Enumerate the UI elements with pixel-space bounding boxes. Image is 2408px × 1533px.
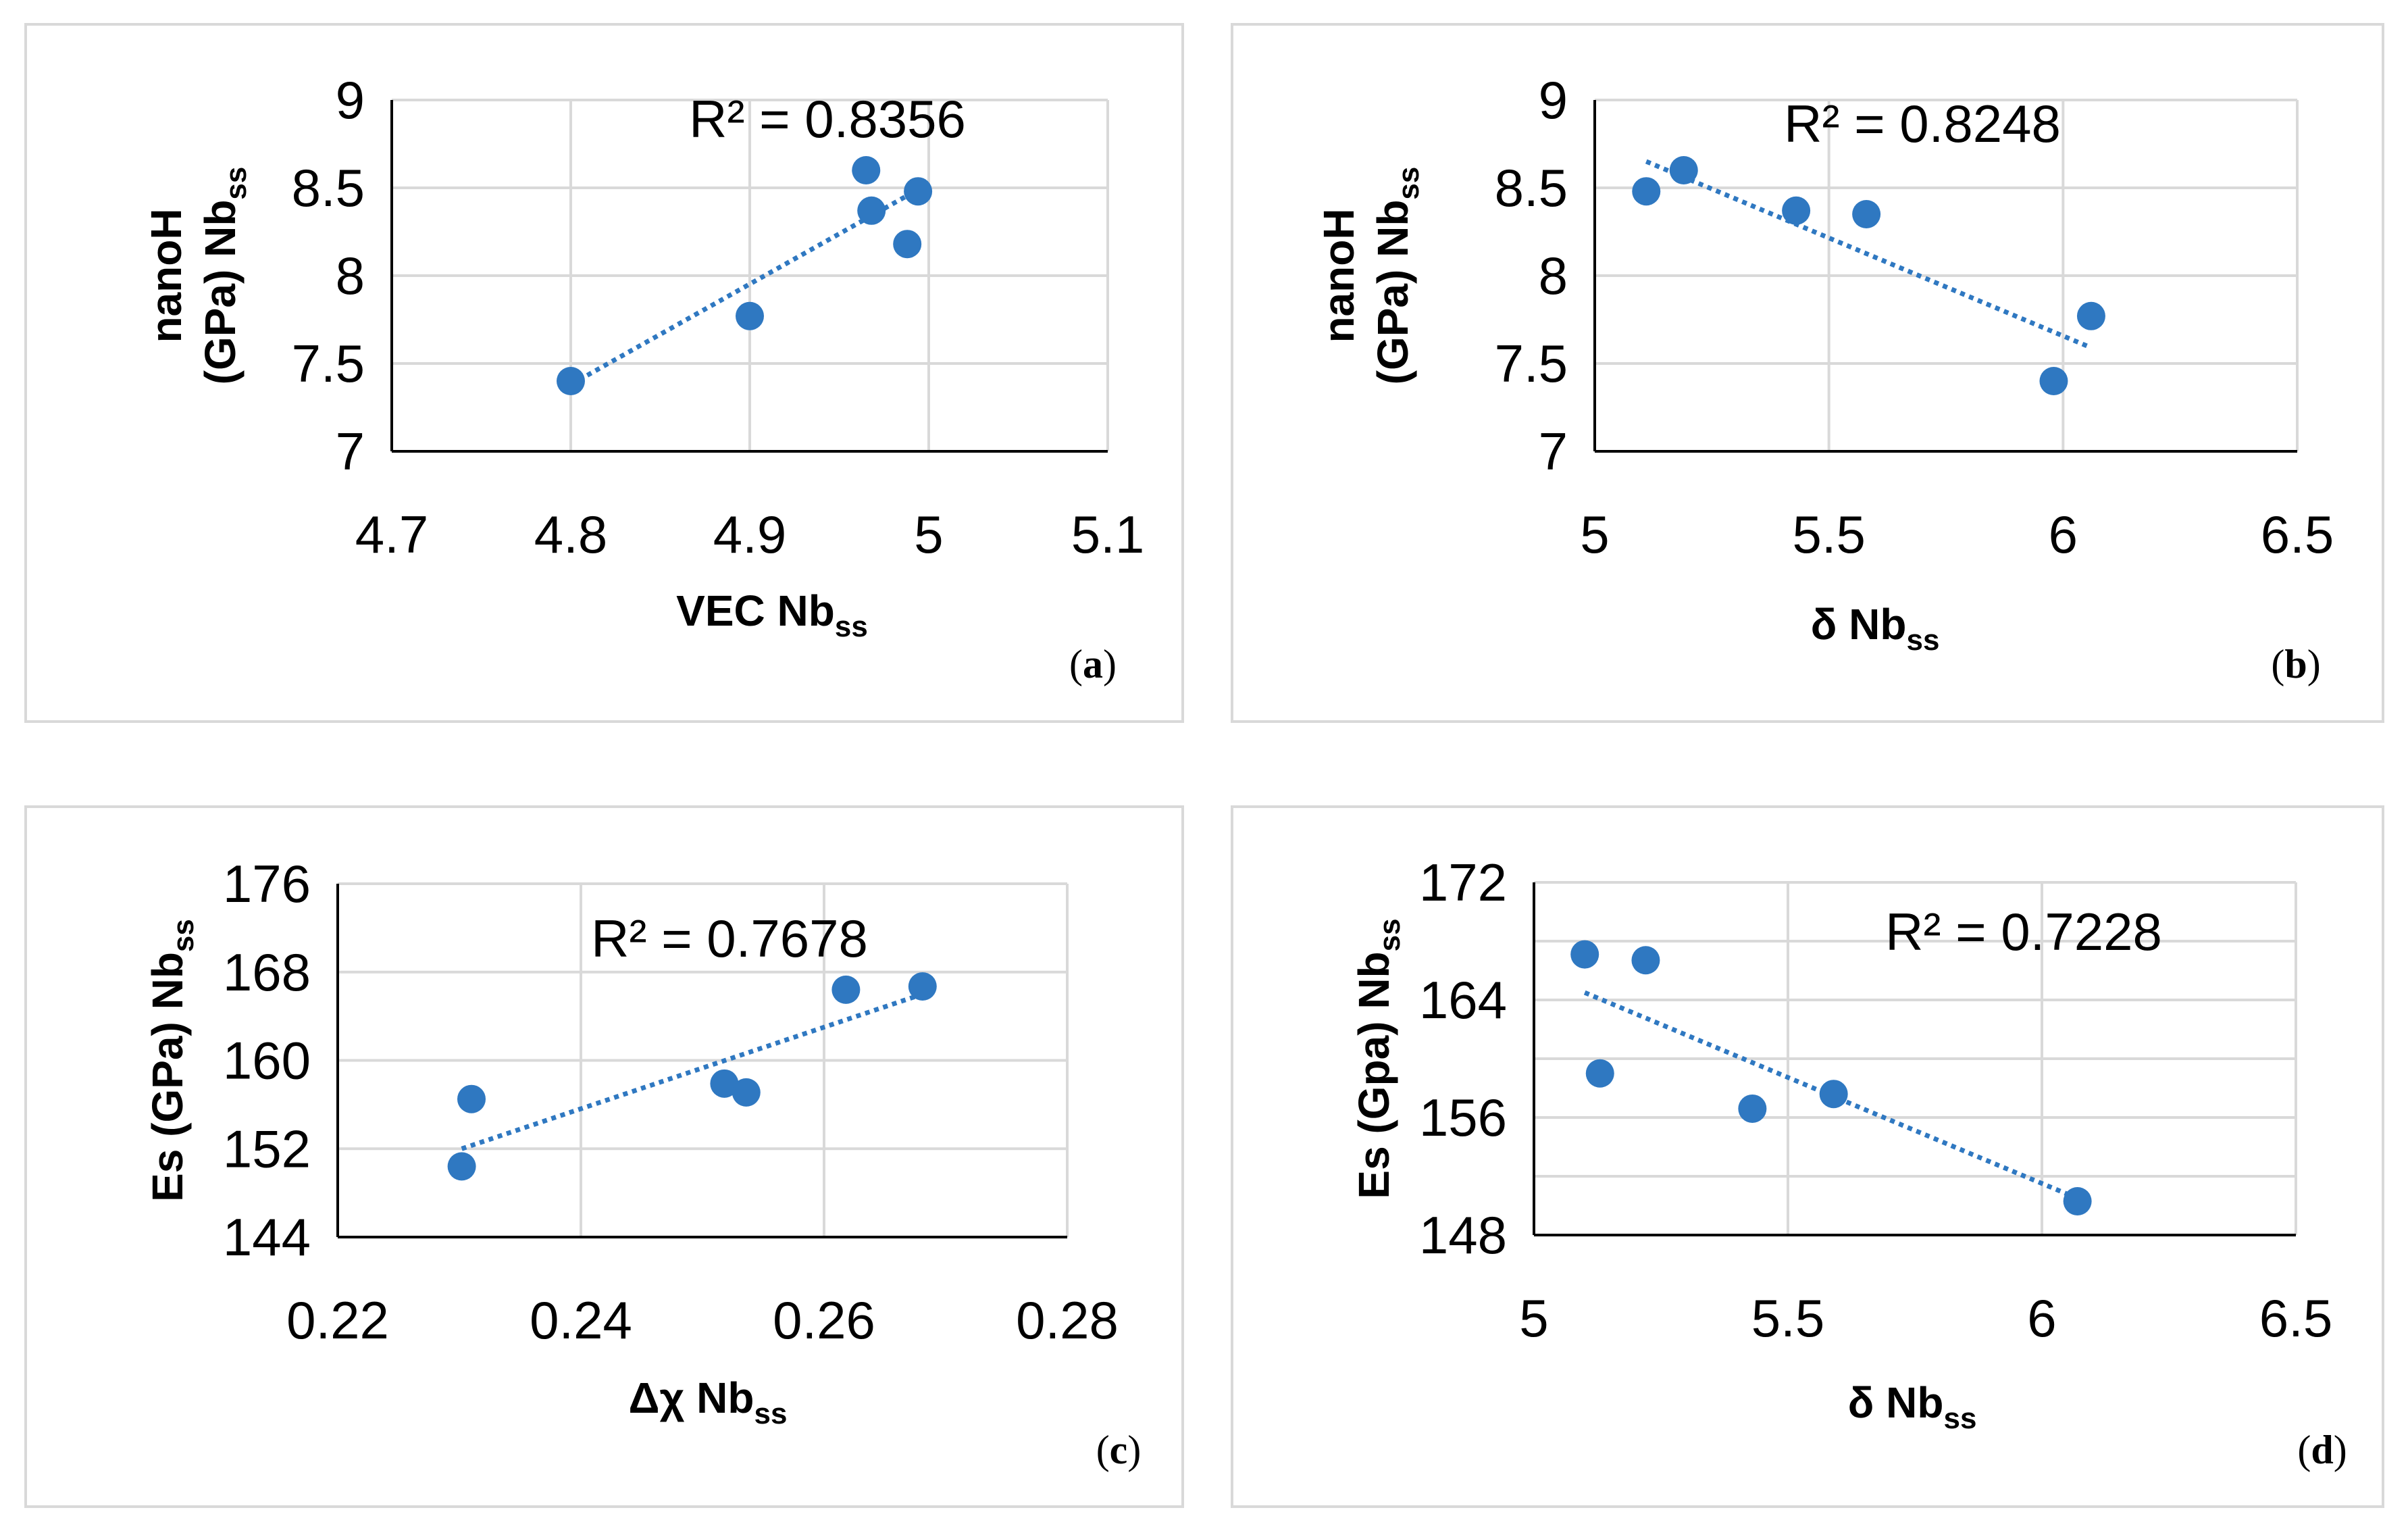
x-tick-label: 6.5 bbox=[2261, 505, 2334, 564]
y-tick-label: 7.5 bbox=[292, 334, 365, 393]
x-tick-label: 5.1 bbox=[1071, 505, 1144, 564]
chart-d-svg: 148 156 164 172 5 5.5 6 6.5 R² = 0.7228 δ Nbss Es … bbox=[1350, 853, 2347, 1472]
panel-tag: (c) bbox=[1096, 1428, 1142, 1472]
y-tick-label: 8.5 bbox=[1495, 158, 1568, 218]
x-tick-label: 6 bbox=[2027, 1288, 2056, 1348]
x-tick-label: 5 bbox=[1580, 505, 1609, 564]
x-axis-title: VEC Nbss bbox=[676, 586, 868, 643]
trendline bbox=[461, 992, 923, 1151]
data-point bbox=[447, 1152, 476, 1181]
x-axis-title: δ Nbss bbox=[1811, 600, 1940, 657]
data-point bbox=[732, 1078, 761, 1107]
data-point bbox=[2039, 367, 2068, 395]
x-tick-label: 5.5 bbox=[1792, 505, 1865, 564]
y-axis-title-line1: nanoH bbox=[1314, 208, 1363, 343]
y-tick-label: 148 bbox=[1419, 1205, 1507, 1265]
data-point bbox=[1669, 156, 1698, 184]
y-tick-label: 7 bbox=[1539, 422, 1568, 481]
x-tick-label: 0.26 bbox=[773, 1290, 875, 1350]
panel-b: 7 7.5 8 8.5 9 5 5.5 6 6.5 R² = 0.8248 δ Nbss nanoH(… bbox=[1231, 23, 2384, 723]
x-tick-label: 5 bbox=[1519, 1288, 1548, 1348]
y-tick-label: 176 bbox=[223, 854, 311, 913]
data-point bbox=[904, 177, 933, 206]
r-squared-label: R² = 0.7228 bbox=[1885, 902, 2162, 961]
data-point bbox=[710, 1069, 739, 1098]
data-point bbox=[1852, 200, 1881, 228]
panel-c: 144 152 160 168 176 0.22 0.24 0.26 0.28 R² = 0.76… bbox=[24, 805, 1184, 1508]
panel-d: 148 156 164 172 5 5.5 6 6.5 R² = 0.7228 δ Nbss Es … bbox=[1231, 805, 2384, 1508]
data-point bbox=[1631, 946, 1660, 975]
y-tick-label: 8.5 bbox=[292, 158, 365, 218]
data-point bbox=[1819, 1080, 1848, 1109]
data-point bbox=[557, 367, 585, 395]
data-point bbox=[2076, 301, 2105, 330]
data-point bbox=[2063, 1186, 2092, 1215]
data-point bbox=[857, 196, 886, 225]
data-point bbox=[736, 301, 764, 330]
chart-c-svg: 144 152 160 168 176 0.22 0.24 0.26 0.28 R² = 0.76… bbox=[143, 854, 1142, 1472]
y-axis-title-line2: (GPa) Nbss bbox=[196, 167, 253, 385]
y-axis-title-line2: (GPa) Nbss bbox=[1368, 167, 1425, 385]
data-point bbox=[908, 972, 937, 1001]
y-tick-label: 7.5 bbox=[1495, 334, 1568, 393]
y-tick-label: 8 bbox=[1539, 246, 1568, 305]
x-tick-label: 0.22 bbox=[286, 1290, 389, 1350]
trendline bbox=[1645, 159, 2093, 350]
x-tick-label: 4.8 bbox=[534, 505, 607, 564]
y-tick-label: 172 bbox=[1419, 853, 1507, 912]
data-point bbox=[1738, 1094, 1767, 1123]
x-tick-label: 5 bbox=[914, 505, 943, 564]
data-point bbox=[457, 1084, 486, 1113]
y-axis-title: Es (Gpa) Nbss bbox=[1350, 918, 1406, 1199]
y-tick-label: 160 bbox=[223, 1031, 311, 1090]
y-tick-label: 7 bbox=[336, 422, 365, 481]
panel-tag: (a) bbox=[1069, 642, 1117, 686]
r-squared-label: R² = 0.8248 bbox=[1784, 94, 2061, 153]
panel-tag: (d) bbox=[2297, 1428, 2347, 1472]
data-point bbox=[1782, 196, 1811, 225]
y-tick-label: 156 bbox=[1419, 1088, 1507, 1147]
y-tick-label: 144 bbox=[223, 1207, 311, 1267]
trendline bbox=[569, 187, 919, 387]
x-axis-title: δ Nbss bbox=[1848, 1378, 1977, 1435]
panel-tag: (b) bbox=[2271, 642, 2320, 686]
data-point bbox=[1632, 177, 1661, 206]
panel-a: 7 7.5 8 8.5 9 4.7 4.8 4.9 5 5.1 R² = 0.8356 VEC Nbs… bbox=[24, 23, 1184, 723]
r-squared-label: R² = 0.7678 bbox=[591, 909, 868, 968]
x-axis-title: Δχ Nbss bbox=[629, 1374, 788, 1430]
y-tick-label: 152 bbox=[223, 1119, 311, 1178]
r-squared-label: R² = 0.8356 bbox=[689, 89, 966, 149]
x-tick-label: 5.5 bbox=[1751, 1288, 1824, 1348]
data-point bbox=[852, 156, 881, 184]
x-tick-label: 0.28 bbox=[1016, 1290, 1119, 1350]
data-point bbox=[831, 975, 861, 1004]
data-point bbox=[1585, 1059, 1614, 1088]
y-tick-label: 168 bbox=[223, 943, 311, 1002]
x-tick-label: 4.7 bbox=[355, 505, 428, 564]
y-tick-label: 9 bbox=[336, 70, 365, 130]
y-axis-title-line1: nanoH bbox=[142, 208, 190, 343]
data-point bbox=[893, 230, 922, 259]
y-axis-title: Es (GPa) Nbss bbox=[143, 919, 200, 1202]
x-tick-label: 6 bbox=[2049, 505, 2078, 564]
x-tick-label: 4.9 bbox=[713, 505, 786, 564]
chart-a-svg: 7 7.5 8 8.5 9 4.7 4.8 4.9 5 5.1 R² = 0.8356 VEC Nbs… bbox=[142, 70, 1144, 686]
data-point bbox=[1570, 940, 1599, 969]
y-tick-label: 9 bbox=[1539, 70, 1568, 130]
x-tick-label: 6.5 bbox=[2259, 1288, 2332, 1348]
y-tick-label: 164 bbox=[1419, 970, 1507, 1030]
y-tick-label: 8 bbox=[336, 246, 365, 305]
x-tick-label: 0.24 bbox=[530, 1290, 632, 1350]
